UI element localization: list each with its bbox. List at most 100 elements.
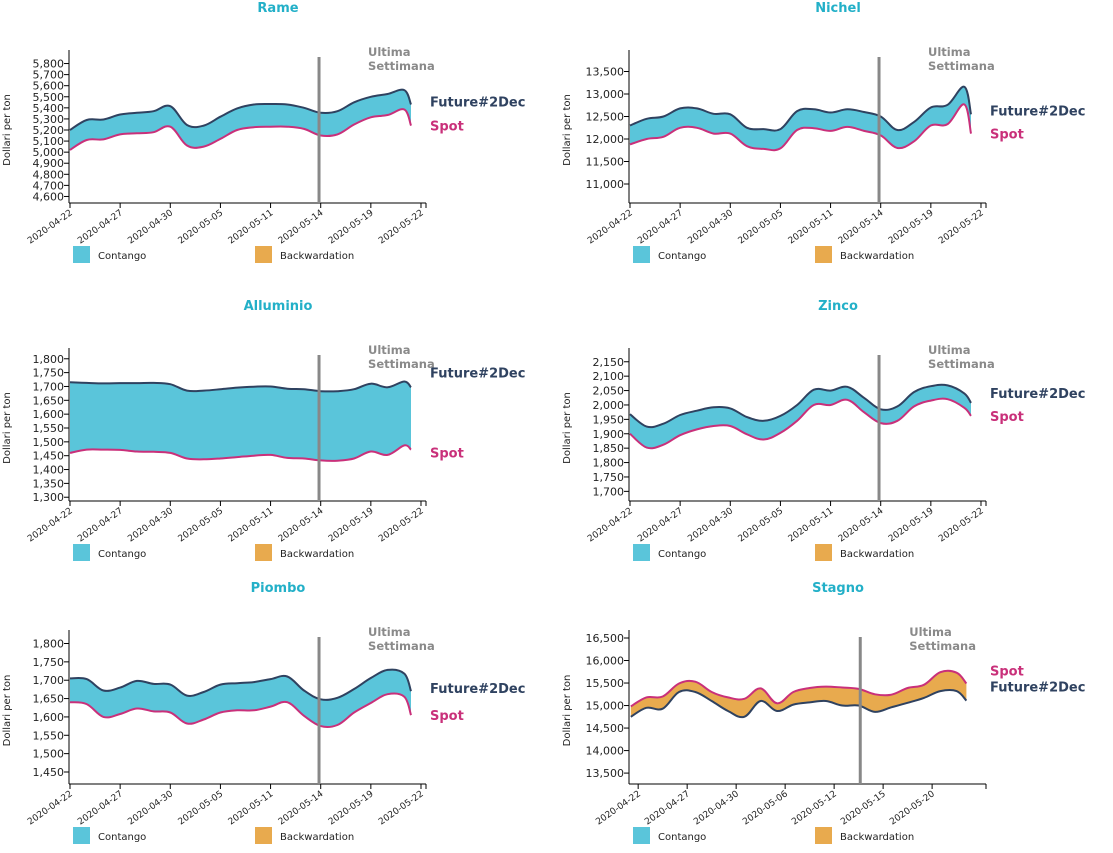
backwardation-legend-label: Backwardation bbox=[840, 251, 914, 262]
y-tick-label: 1,500 bbox=[33, 436, 65, 449]
future-line bbox=[629, 85, 972, 132]
spot-series-label: Spot bbox=[990, 128, 1024, 143]
contango-legend-label: Contango bbox=[98, 251, 146, 262]
spot-series-label: Spot bbox=[430, 120, 464, 135]
chart-title: Zinco bbox=[818, 299, 858, 314]
spot-line bbox=[69, 108, 412, 151]
x-tick-label: 2020-05-05 bbox=[177, 789, 226, 827]
y-tick-label: 12,000 bbox=[586, 133, 625, 146]
y-tick-label: 13,500 bbox=[586, 767, 625, 780]
y-tick-label: 11,000 bbox=[586, 178, 625, 191]
future-series-label: Future#2Dec bbox=[990, 387, 1085, 402]
x-tick-label: 2020-05-14 bbox=[277, 789, 326, 827]
x-tick-label: 2020-05-19 bbox=[327, 789, 376, 827]
x-tick-label: 2020-04-27 bbox=[636, 208, 685, 246]
x-tick-label: 2020-05-06 bbox=[741, 789, 790, 827]
chart-panel-stagno: Stagno Dollari per ton 13,500 14,000 14,500 1… bbox=[560, 580, 1113, 853]
y-tick-label: 1,400 bbox=[33, 464, 65, 477]
x-tick-label: 2020-04-27 bbox=[76, 506, 125, 544]
x-tick-label: 2020-04-30 bbox=[692, 789, 741, 827]
y-tick-label: 1,600 bbox=[33, 711, 65, 724]
x-tick-label: 2020-05-19 bbox=[887, 506, 936, 544]
y-tick-label: 1,650 bbox=[33, 693, 65, 706]
x-tick-label: 2020-05-19 bbox=[327, 506, 376, 544]
y-tick-label: 13,500 bbox=[586, 66, 625, 79]
spot-series-label: Spot bbox=[990, 410, 1024, 425]
x-tick-label: 2020-04-22 bbox=[26, 208, 75, 246]
y-tick-label: 5,800 bbox=[33, 58, 65, 71]
y-tick-label: 12,500 bbox=[586, 111, 625, 124]
contango-legend-label: Contango bbox=[98, 832, 146, 843]
y-tick-label: 5,000 bbox=[33, 146, 65, 159]
contango-area bbox=[70, 381, 411, 461]
y-tick-label: 1,350 bbox=[33, 477, 65, 490]
spot-line bbox=[629, 103, 972, 152]
x-tick-label: 2020-05-22 bbox=[377, 208, 426, 246]
y-tick-label: 1,600 bbox=[33, 408, 65, 421]
y-tick-label: 1,450 bbox=[33, 766, 65, 779]
y-tick-label: 4,600 bbox=[33, 190, 65, 203]
x-tick-label: 2020-05-14 bbox=[837, 506, 886, 544]
future-series-label: Future#2Dec bbox=[990, 680, 1085, 695]
y-tick-label: 1,450 bbox=[33, 450, 65, 463]
contango-legend-swatch bbox=[73, 544, 90, 561]
chart-panel-alluminio: Alluminio Dollari per ton 1,300 1,350 1,400 1… bbox=[0, 298, 556, 583]
y-tick-label: 5,700 bbox=[33, 69, 65, 82]
y-tick-label: 1,500 bbox=[33, 748, 65, 761]
spot-line bbox=[69, 692, 412, 729]
backwardation-legend-swatch bbox=[255, 544, 272, 561]
backwardation-legend-swatch bbox=[815, 827, 832, 844]
y-tick-label: 1,550 bbox=[33, 422, 65, 435]
y-tick-label: 1,900 bbox=[593, 428, 625, 441]
backwardation-area bbox=[630, 670, 967, 718]
chart-title: Rame bbox=[257, 1, 298, 16]
x-tick-label: 2020-04-27 bbox=[76, 208, 125, 246]
y-tick-label: 1,750 bbox=[593, 471, 625, 484]
backwardation-legend-swatch bbox=[815, 544, 832, 561]
last-week-label: Settimana bbox=[368, 59, 435, 73]
x-tick-label: 2020-04-27 bbox=[636, 506, 685, 544]
y-tick-label: 16,500 bbox=[586, 632, 625, 645]
chart-title: Piombo bbox=[251, 581, 306, 596]
last-week-label: Ultima bbox=[368, 625, 410, 639]
y-tick-label: 1,850 bbox=[593, 442, 625, 455]
y-axis-label: Dollari per ton bbox=[2, 675, 13, 747]
last-week-label: Ultima bbox=[368, 45, 410, 59]
contango-area bbox=[630, 86, 971, 151]
future-line bbox=[629, 383, 972, 429]
y-tick-label: 1,700 bbox=[593, 485, 625, 498]
y-tick-label: 5,300 bbox=[33, 113, 65, 126]
x-tick-label: 2020-04-22 bbox=[594, 789, 643, 827]
y-tick-label: 2,050 bbox=[593, 385, 625, 398]
y-tick-label: 14,500 bbox=[586, 722, 625, 735]
backwardation-legend-swatch bbox=[255, 827, 272, 844]
y-tick-label: 15,500 bbox=[586, 677, 625, 690]
y-tick-label: 13,000 bbox=[586, 88, 625, 101]
y-tick-label: 4,700 bbox=[33, 179, 65, 192]
x-tick-label: 2020-05-20 bbox=[888, 789, 937, 827]
y-tick-label: 5,100 bbox=[33, 135, 65, 148]
x-tick-label: 2020-05-05 bbox=[737, 506, 786, 544]
spot-line bbox=[630, 669, 968, 708]
last-week-label: Settimana bbox=[368, 357, 435, 371]
y-tick-label: 1,550 bbox=[33, 729, 65, 742]
spot-line bbox=[69, 444, 412, 462]
y-tick-label: 5,500 bbox=[33, 91, 65, 104]
last-week-label: Settimana bbox=[368, 639, 435, 653]
x-tick-label: 2020-05-14 bbox=[837, 208, 886, 246]
backwardation-legend-label: Backwardation bbox=[840, 549, 914, 560]
last-week-label: Ultima bbox=[928, 343, 970, 357]
x-tick-label: 2020-05-22 bbox=[937, 208, 986, 246]
y-tick-label: 1,300 bbox=[33, 491, 65, 504]
last-week-label: Settimana bbox=[928, 59, 995, 73]
y-tick-label: 2,000 bbox=[593, 399, 625, 412]
chart-svg: Stagno Dollari per ton 13,500 14,000 14,500 1… bbox=[562, 581, 1085, 844]
chart-panel-piombo: Piombo Dollari per ton 1,450 1,500 1,550 1,60… bbox=[0, 580, 556, 853]
contango-legend-swatch bbox=[73, 827, 90, 844]
y-tick-label: 5,600 bbox=[33, 80, 65, 93]
y-axis-label: Dollari per ton bbox=[2, 392, 13, 464]
y-tick-label: 1,650 bbox=[33, 394, 65, 407]
y-axis-label: Dollari per ton bbox=[562, 94, 573, 166]
